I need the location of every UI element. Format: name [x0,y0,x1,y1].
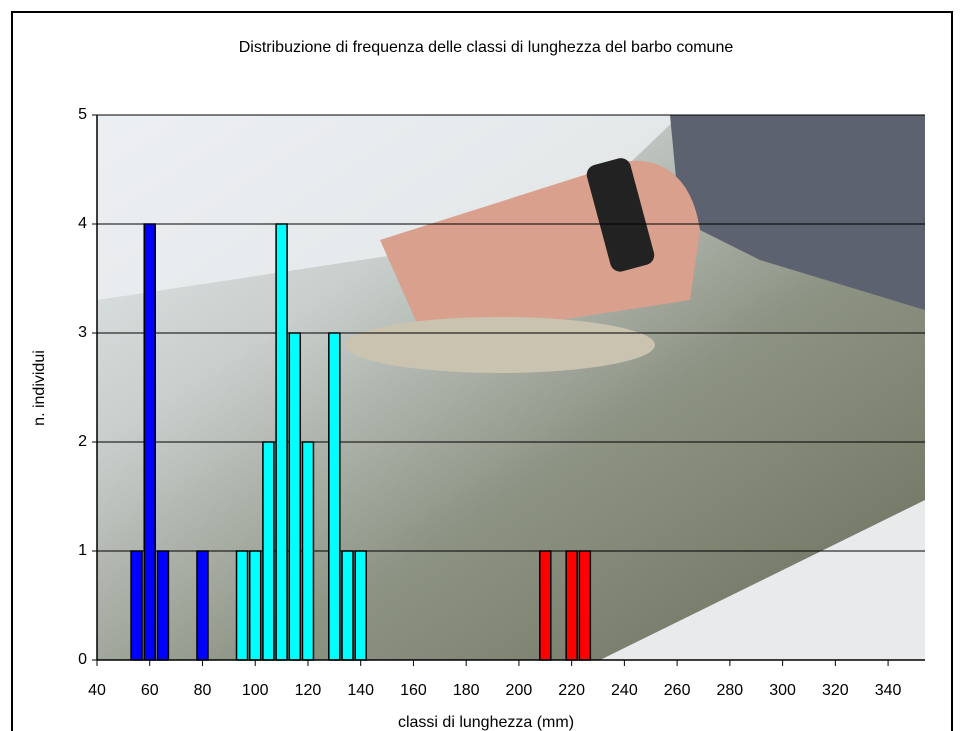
bar [578,550,592,661]
bar [288,332,302,661]
x-tick-label: 180 [453,682,480,699]
x-tick-label: 320 [822,682,849,699]
bar [262,441,275,661]
bar [565,550,578,661]
bar [539,550,552,661]
bar [275,223,288,661]
chart-title: Distribuzione di frequenza delle classi … [239,39,734,56]
bar [143,223,156,661]
x-tick-label: 280 [717,682,744,699]
bar [235,550,249,661]
x-tick-label: 120 [295,682,322,699]
y-tick-label: 3 [78,324,87,341]
x-tick-label: 300 [769,682,796,699]
x-tick-label: 240 [611,682,638,699]
x-tick-label: 40 [88,682,106,699]
x-axis-title: classi di lunghezza (mm) [398,714,574,731]
bar [328,332,341,661]
bar [354,550,367,661]
y-tick-label: 5 [78,106,87,123]
x-tick-label: 100 [242,682,269,699]
y-tick-label: 1 [78,542,87,559]
x-tick-label: 140 [347,682,374,699]
bar [130,550,143,661]
bar [156,550,170,661]
x-tick-label: 160 [400,682,427,699]
bar [248,550,262,661]
bar [196,550,209,661]
y-tick-label: 2 [78,433,87,450]
background-photo [97,115,925,660]
y-tick-label: 4 [78,215,87,232]
x-tick-label: 60 [141,682,159,699]
x-tick-label: 260 [664,682,691,699]
bar [341,550,354,661]
x-tick-label: 80 [194,682,212,699]
bar [301,441,315,661]
x-tick-label: 340 [875,682,902,699]
x-tick-label: 200 [506,682,533,699]
y-tick-label: 0 [78,651,87,668]
x-tick-label: 220 [558,682,585,699]
y-axis-title: n. individui [31,350,48,426]
